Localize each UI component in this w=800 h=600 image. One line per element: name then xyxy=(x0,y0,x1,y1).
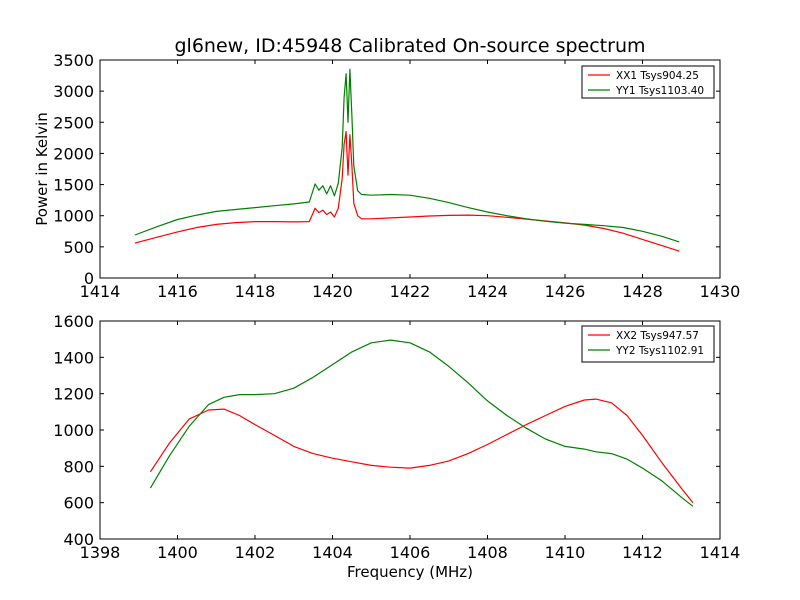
series-line-xx2 xyxy=(149,398,694,504)
y-tick-label: 1000 xyxy=(53,207,94,226)
x-tick-label: 1428 xyxy=(622,282,663,301)
y-tick-label: 400 xyxy=(63,530,94,549)
x-tick-label: 1414 xyxy=(700,543,741,562)
x-tick-label: 1410 xyxy=(545,543,586,562)
legend-label: YY1 Tsys1103.40 xyxy=(615,85,704,97)
y-tick-label: 1600 xyxy=(53,312,94,331)
x-tick-label: 1424 xyxy=(467,282,508,301)
y-tick-label: 3000 xyxy=(53,82,94,101)
x-tick-label: 1422 xyxy=(390,282,431,301)
y-tick-label: 1500 xyxy=(53,176,94,195)
x-tick-label: 1400 xyxy=(157,543,198,562)
x-tick-label: 1418 xyxy=(235,282,276,301)
x-tick-label: 1398 xyxy=(80,543,121,562)
x-tick-label: 1420 xyxy=(312,282,353,301)
legend-label: YY2 Tsys1102.91 xyxy=(615,345,704,357)
x-tick-label: 1430 xyxy=(700,282,741,301)
legend-label: XX2 Tsys947.57 xyxy=(616,330,699,342)
series-line-yy1 xyxy=(134,68,680,243)
y-tick-label: 2000 xyxy=(53,144,94,163)
y-tick-label: 0 xyxy=(84,269,94,288)
series-line-yy2 xyxy=(149,339,694,507)
bottom-plot: 1398 1400 1402 1404 1406 1408 1410 1412 1414 400 6… xyxy=(53,312,740,581)
x-tick-label: 1414 xyxy=(80,282,121,301)
y-tick-label: 2500 xyxy=(53,113,94,132)
y-tick-label: 600 xyxy=(63,494,94,513)
x-tick-label: 1412 xyxy=(622,543,663,562)
figure-title: gl6new, ID:45948 Calibrated On-source sp… xyxy=(174,35,645,57)
x-tick-label: 1416 xyxy=(157,282,198,301)
legend-box xyxy=(581,325,715,363)
y-tick-label: 800 xyxy=(63,457,94,476)
legend-box xyxy=(581,65,715,99)
legend-label: XX1 Tsys904.25 xyxy=(616,70,699,82)
y-tick-label: 1000 xyxy=(53,421,94,440)
y-tick-label: 1200 xyxy=(53,385,94,404)
y-axis-label: Power in Kelvin xyxy=(33,112,51,226)
x-axis-label: Frequency (MHz) xyxy=(347,563,473,581)
top-plot: 1414 1416 1418 1420 1422 1424 1426 1428 1430 0 500… xyxy=(33,51,740,301)
legend: XX1 Tsys904.25 YY1 Tsys1103.40 xyxy=(581,65,715,99)
x-tick-label: 1402 xyxy=(235,543,276,562)
x-tick-label: 1406 xyxy=(390,543,431,562)
y-tick-label: 500 xyxy=(63,238,94,257)
x-tick-label: 1426 xyxy=(545,282,586,301)
x-tick-label: 1408 xyxy=(467,543,508,562)
x-tick-label: 1404 xyxy=(312,543,353,562)
y-tick-label: 1400 xyxy=(53,348,94,367)
legend: XX2 Tsys947.57 YY2 Tsys1102.91 xyxy=(581,325,715,363)
y-tick-label: 3500 xyxy=(53,51,94,70)
